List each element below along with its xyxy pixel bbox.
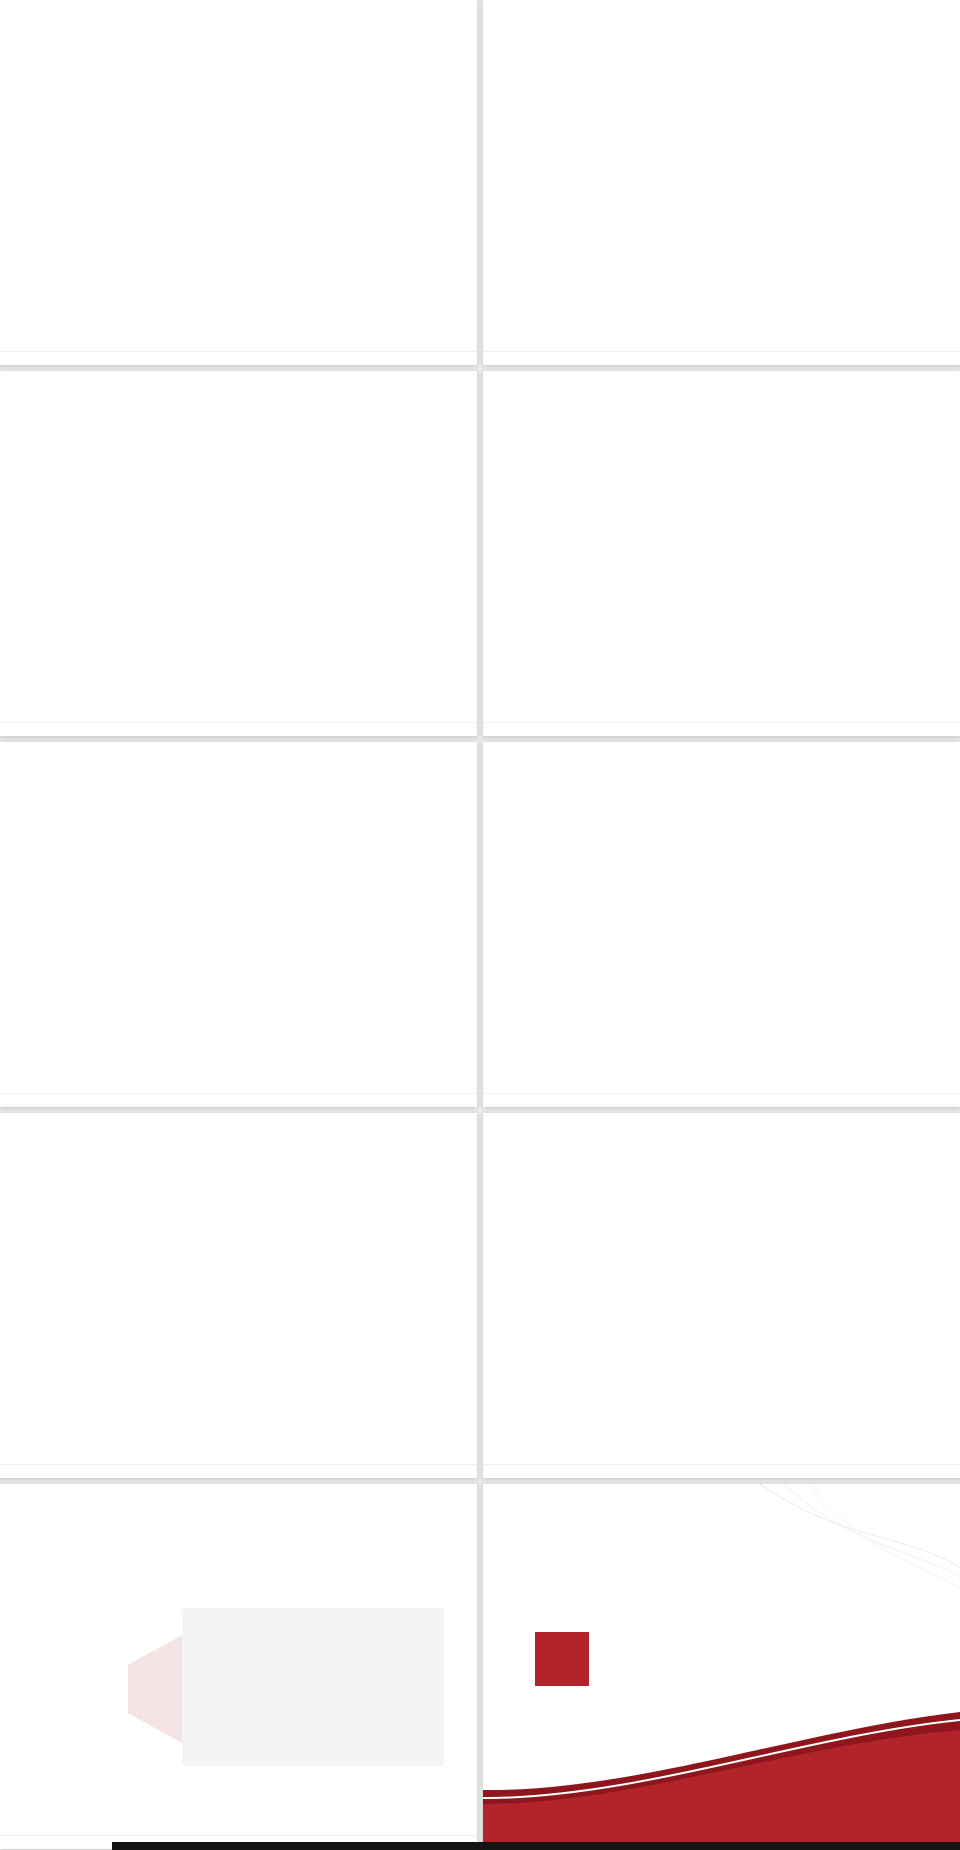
panel-bars bbox=[182, 1620, 444, 1628]
slide-45[interactable] bbox=[483, 371, 960, 736]
slide-44[interactable] bbox=[0, 371, 477, 736]
decorative-curves bbox=[483, 1484, 960, 1849]
grouped-bar-chart bbox=[34, 58, 230, 182]
donut-chart bbox=[513, 1199, 637, 1339]
slide-footer bbox=[0, 1464, 477, 1478]
donut-column-3 bbox=[809, 1199, 933, 1339]
slide-footer bbox=[0, 722, 477, 736]
donut-chart bbox=[242, 1199, 457, 1379]
section-number bbox=[535, 1632, 589, 1686]
bar-chart bbox=[511, 62, 763, 234]
slide-footer bbox=[483, 1464, 960, 1478]
donut-chart bbox=[661, 1199, 785, 1339]
chart-column bbox=[511, 62, 763, 242]
brand-logo-icon bbox=[8, 1121, 28, 1141]
horizontal-bar-chart bbox=[36, 826, 440, 1028]
slide-49[interactable] bbox=[483, 1113, 960, 1478]
slide-footer bbox=[0, 1835, 477, 1849]
slide-footer bbox=[0, 351, 477, 365]
slide-42[interactable] bbox=[0, 0, 477, 365]
brand-logo-icon bbox=[8, 8, 28, 28]
brand-logo-icon bbox=[491, 8, 511, 28]
brand-logo-icon bbox=[491, 750, 511, 770]
chart-area bbox=[509, 433, 933, 661]
right-line-chart-area bbox=[726, 840, 936, 1002]
slide-47[interactable] bbox=[483, 742, 960, 1107]
slide-footer bbox=[483, 722, 960, 736]
chart-area bbox=[36, 826, 440, 1028]
bar-chart bbox=[30, 461, 202, 601]
slide-48[interactable] bbox=[0, 1113, 477, 1478]
brand-logo-icon bbox=[8, 379, 28, 399]
brand-logo-icon bbox=[491, 1121, 511, 1141]
brand-logo-icon bbox=[918, 1496, 946, 1524]
panel-title bbox=[182, 1608, 444, 1620]
slide-51[interactable] bbox=[483, 1484, 960, 1849]
bottom-bar bbox=[112, 1842, 960, 1850]
pie-chart-area bbox=[20, 1199, 235, 1379]
line-chart bbox=[212, 461, 442, 601]
text-column bbox=[779, 80, 931, 96]
brand-logo-icon bbox=[8, 1492, 28, 1512]
slide-footer bbox=[0, 1093, 477, 1107]
pie-chart bbox=[20, 1199, 235, 1379]
left-line-chart-area bbox=[507, 840, 717, 1002]
brand-logo-icon bbox=[8, 750, 28, 770]
slide-footer bbox=[483, 351, 960, 365]
brand-logo-icon bbox=[491, 379, 511, 399]
slide-footer bbox=[483, 1093, 960, 1107]
line-chart bbox=[726, 840, 936, 1002]
line-chart bbox=[507, 840, 717, 1002]
donut-chart-area bbox=[242, 1199, 457, 1379]
slide-50[interactable] bbox=[0, 1484, 477, 1849]
bar-panel bbox=[182, 1608, 444, 1766]
donut-column-2 bbox=[661, 1199, 785, 1339]
annual-sales-column bbox=[30, 461, 202, 601]
donut-chart bbox=[809, 1199, 933, 1339]
grouped-bar-chart bbox=[509, 433, 933, 661]
right-column bbox=[248, 58, 444, 194]
slide-46[interactable] bbox=[0, 742, 477, 1107]
grouped-bar-chart bbox=[248, 58, 444, 182]
donut-column-1 bbox=[513, 1199, 637, 1339]
slide-43[interactable] bbox=[483, 0, 960, 365]
connector-fan-shape bbox=[128, 1634, 184, 1744]
monthly-sales-column bbox=[212, 461, 442, 601]
left-column bbox=[34, 58, 230, 194]
